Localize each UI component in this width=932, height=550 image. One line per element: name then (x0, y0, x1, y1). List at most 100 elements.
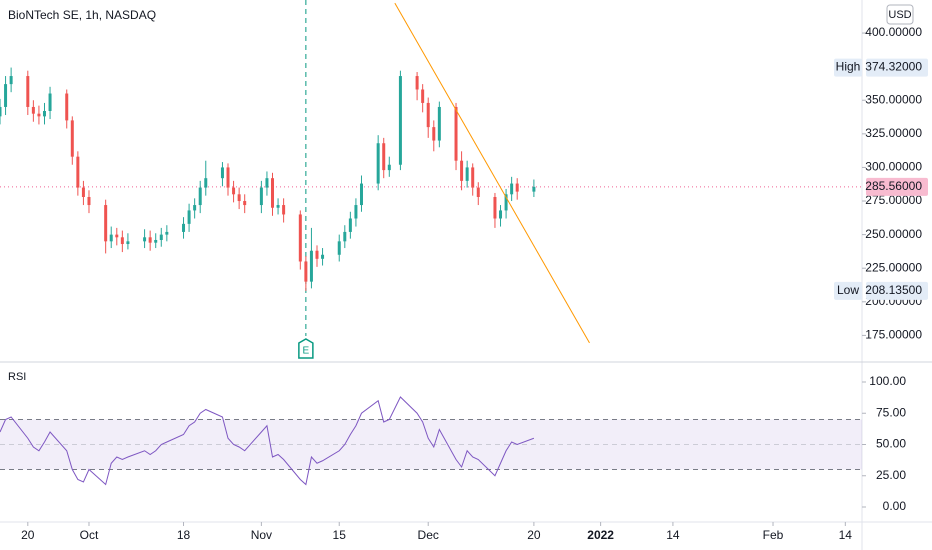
candle-body (148, 237, 152, 243)
candle-body (243, 201, 247, 206)
candle-body (437, 106, 441, 141)
low_marker-value-box (866, 281, 928, 300)
candle-body (48, 93, 52, 111)
candle-body (182, 223, 186, 232)
x-tick-label: 15 (333, 528, 347, 542)
x-tick-label: Dec (418, 528, 439, 542)
candle-body (343, 231, 347, 242)
candle-body (510, 183, 514, 195)
candle-body (382, 143, 386, 171)
candle-body (76, 156, 80, 188)
low_marker-name-box (834, 281, 862, 300)
candle-body (31, 106, 35, 114)
candle-body (126, 241, 130, 245)
candle-body (387, 164, 391, 171)
candle-body (143, 237, 147, 242)
earnings-label: E (303, 346, 310, 357)
x-tick-label: Oct (80, 528, 99, 542)
candle-body (226, 167, 230, 188)
high_marker-value-box (866, 58, 928, 77)
x-tick-label: 14 (839, 528, 853, 542)
candle-body (376, 143, 380, 184)
candle-body (309, 250, 313, 282)
y-tick-label: 75.00 (876, 405, 906, 419)
candle-body (87, 196, 91, 206)
candle-body (354, 205, 358, 219)
candle-body (454, 106, 458, 161)
rsi-title: RSI (8, 371, 26, 383)
y-tick-label: 300.00000 (865, 160, 922, 174)
trendline (394, 2, 590, 344)
candle-body (115, 234, 119, 238)
candle-body (337, 241, 341, 255)
candle-body (120, 237, 124, 245)
high_marker-value: 374.32000 (865, 60, 922, 74)
last-price-label: 285.56000 (865, 179, 922, 193)
candle-body (321, 254, 325, 259)
candle-body (276, 205, 280, 208)
candle-body (515, 183, 519, 192)
earnings-badge (298, 338, 314, 359)
candle-body (165, 231, 169, 235)
y-tick-label: 100.00 (869, 374, 906, 388)
high_marker-name-box (834, 58, 862, 77)
rsi-line (0, 396, 535, 486)
high_marker-name: High (836, 60, 861, 74)
candle-body (26, 76, 30, 107)
x-tick-label: 18 (177, 528, 191, 542)
candle-body (187, 210, 191, 224)
currency-box[interactable] (886, 4, 914, 25)
candle-body (471, 167, 475, 188)
x-tick-label: 14 (666, 528, 680, 542)
y-tick-label: 25.00 (876, 468, 906, 482)
y-tick-label: 350.00000 (865, 92, 922, 106)
y-tick-label: 225.00000 (865, 260, 922, 274)
candle-body (232, 187, 236, 195)
candle-body (4, 84, 8, 107)
candle-body (476, 187, 480, 197)
y-tick-label: 325.00000 (865, 126, 922, 140)
candle-body (426, 102, 430, 128)
candle-body (9, 76, 13, 85)
candle-body (198, 187, 202, 206)
y-tick-label: 400.00000 (865, 25, 922, 39)
candle-body (104, 205, 108, 242)
candle-body (398, 76, 402, 165)
x-tick-label: 20 (527, 528, 541, 542)
candle-body (298, 214, 302, 262)
candle-body (259, 187, 263, 206)
candle-body (159, 234, 163, 240)
y-tick-label: 50.00 (876, 437, 906, 451)
low_marker-name: Low (837, 283, 859, 297)
candle-body (465, 167, 469, 181)
candle-body (37, 113, 41, 117)
y-tick-label: 250.00000 (865, 227, 922, 241)
candle-body (460, 160, 464, 181)
candle-body (359, 183, 363, 206)
candle-body (204, 178, 208, 188)
y-tick-label: 0.00 (883, 499, 907, 513)
x-tick-label: Feb (763, 528, 784, 542)
x-tick-label: Nov (251, 528, 272, 542)
candle-body (415, 76, 419, 90)
candle-body (154, 239, 158, 243)
candle-body (42, 110, 46, 117)
candle-body (421, 89, 425, 103)
candle-body (282, 205, 286, 215)
currency[interactable]: USD (888, 9, 911, 21)
candle-body (304, 261, 308, 282)
candle-body (193, 205, 197, 211)
last-price-box (866, 177, 928, 196)
candle-body (0, 106, 2, 117)
candle-body (348, 218, 352, 232)
candle-body (271, 178, 275, 208)
candle-body (493, 196, 497, 219)
low_marker-value: 208.13500 (865, 283, 922, 297)
y-tick-label: 275.00000 (865, 193, 922, 207)
candle-body (65, 93, 69, 121)
candle-body (432, 127, 436, 141)
candle-body (70, 120, 74, 157)
